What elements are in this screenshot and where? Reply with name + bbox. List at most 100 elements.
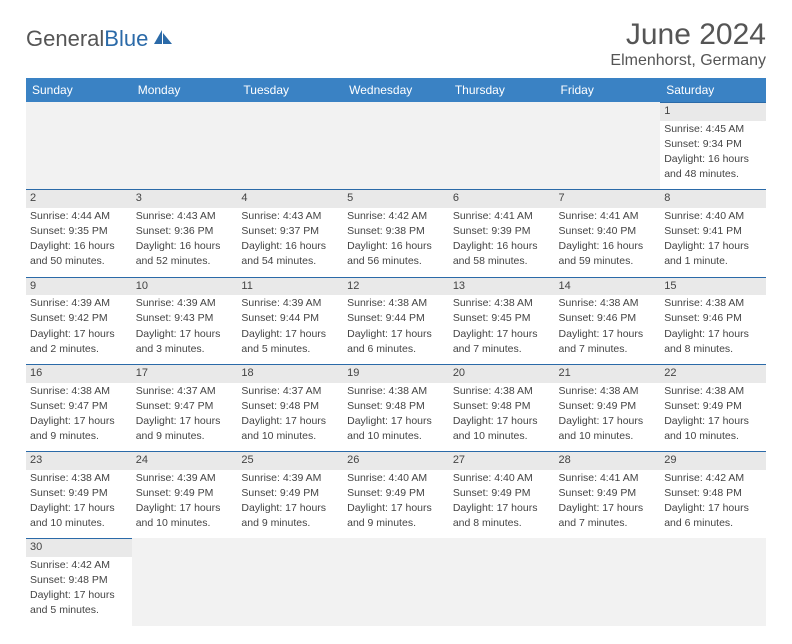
- day-info-line: Daylight: 17 hours: [30, 415, 128, 430]
- week-row: 30Sunrise: 4:42 AMSunset: 9:48 PMDayligh…: [26, 538, 766, 625]
- day-info-line: Sunset: 9:35 PM: [30, 225, 128, 240]
- day-cell: 1Sunrise: 4:45 AMSunset: 9:34 PMDaylight…: [660, 102, 766, 189]
- title-block: June 2024 Elmenhorst, Germany: [610, 18, 766, 70]
- day-info-line: Daylight: 17 hours: [241, 328, 339, 343]
- day-cell: 25Sunrise: 4:39 AMSunset: 9:49 PMDayligh…: [237, 451, 343, 538]
- day-info-line: Daylight: 16 hours: [241, 240, 339, 255]
- day-info-line: Sunset: 9:34 PM: [664, 138, 762, 153]
- day-number-blank: [343, 538, 449, 556]
- weekday-header: Monday: [132, 78, 238, 102]
- day-info-line: Sunrise: 4:38 AM: [30, 385, 128, 400]
- day-info-line: and 52 minutes.: [136, 255, 234, 270]
- day-info-line: Daylight: 16 hours: [30, 240, 128, 255]
- day-info-line: and 8 minutes.: [453, 517, 551, 532]
- day-info-line: Sunset: 9:42 PM: [30, 312, 128, 327]
- day-number: 5: [343, 190, 449, 208]
- day-number: 9: [26, 278, 132, 296]
- day-info-line: Daylight: 17 hours: [136, 415, 234, 430]
- day-cell: 6Sunrise: 4:41 AMSunset: 9:39 PMDaylight…: [449, 189, 555, 276]
- day-info-line: Sunset: 9:47 PM: [136, 400, 234, 415]
- day-number: 23: [26, 452, 132, 470]
- day-cell: [449, 538, 555, 625]
- day-info-line: and 56 minutes.: [347, 255, 445, 270]
- day-info-line: and 9 minutes.: [347, 517, 445, 532]
- brand-part2: Blue: [104, 26, 148, 52]
- day-info-line: Sunset: 9:36 PM: [136, 225, 234, 240]
- day-info-line: Sunrise: 4:38 AM: [30, 472, 128, 487]
- day-info-line: Sunrise: 4:43 AM: [241, 210, 339, 225]
- day-info-line: Sunrise: 4:42 AM: [347, 210, 445, 225]
- day-info-line: Sunrise: 4:39 AM: [30, 297, 128, 312]
- day-info-line: Sunrise: 4:40 AM: [453, 472, 551, 487]
- day-info-line: and 6 minutes.: [347, 343, 445, 358]
- day-info-line: Daylight: 17 hours: [30, 589, 128, 604]
- day-cell: [343, 102, 449, 189]
- day-number: 17: [132, 365, 238, 383]
- day-info-line: and 6 minutes.: [664, 517, 762, 532]
- day-info-line: Daylight: 17 hours: [30, 502, 128, 517]
- weekday-header: Tuesday: [237, 78, 343, 102]
- day-info-line: Sunset: 9:48 PM: [664, 487, 762, 502]
- day-cell: 26Sunrise: 4:40 AMSunset: 9:49 PMDayligh…: [343, 451, 449, 538]
- day-info-line: Sunset: 9:43 PM: [136, 312, 234, 327]
- day-info-line: Sunset: 9:48 PM: [453, 400, 551, 415]
- day-info-line: Daylight: 17 hours: [664, 240, 762, 255]
- day-info-line: Sunset: 9:48 PM: [347, 400, 445, 415]
- brand-part1: General: [26, 26, 104, 52]
- day-info-line: Daylight: 17 hours: [30, 328, 128, 343]
- day-info-line: Sunrise: 4:38 AM: [664, 385, 762, 400]
- day-cell: 3Sunrise: 4:43 AMSunset: 9:36 PMDaylight…: [132, 189, 238, 276]
- day-number: 13: [449, 278, 555, 296]
- day-info-line: Sunset: 9:49 PM: [30, 487, 128, 502]
- day-number: 29: [660, 452, 766, 470]
- day-number: 3: [132, 190, 238, 208]
- day-info-line: Sunset: 9:44 PM: [241, 312, 339, 327]
- day-cell: [237, 102, 343, 189]
- day-info-line: and 2 minutes.: [30, 343, 128, 358]
- day-info-line: Daylight: 17 hours: [559, 328, 657, 343]
- day-info-line: Sunrise: 4:40 AM: [664, 210, 762, 225]
- day-cell: 30Sunrise: 4:42 AMSunset: 9:48 PMDayligh…: [26, 538, 132, 625]
- day-cell: 16Sunrise: 4:38 AMSunset: 9:47 PMDayligh…: [26, 364, 132, 451]
- day-info-line: and 7 minutes.: [559, 343, 657, 358]
- day-number: 11: [237, 278, 343, 296]
- day-info-line: Sunrise: 4:38 AM: [559, 297, 657, 312]
- day-info-line: and 7 minutes.: [453, 343, 551, 358]
- day-info-line: Sunrise: 4:42 AM: [30, 559, 128, 574]
- day-number: 12: [343, 278, 449, 296]
- day-number: 18: [237, 365, 343, 383]
- day-info-line: Sunrise: 4:44 AM: [30, 210, 128, 225]
- title-month: June 2024: [610, 18, 766, 52]
- day-info-line: and 10 minutes.: [559, 430, 657, 445]
- day-cell: 15Sunrise: 4:38 AMSunset: 9:46 PMDayligh…: [660, 277, 766, 364]
- day-cell: 23 Sunrise: 4:38 AMSunset: 9:49 PMDayligh…: [26, 451, 132, 538]
- day-info-line: Daylight: 16 hours: [453, 240, 551, 255]
- day-info-line: Sunset: 9:49 PM: [241, 487, 339, 502]
- day-info-line: Daylight: 17 hours: [347, 415, 445, 430]
- day-number-blank: [132, 538, 238, 556]
- day-number-blank: [26, 102, 132, 120]
- day-number: 1: [660, 103, 766, 121]
- day-info-line: Daylight: 17 hours: [559, 415, 657, 430]
- day-info-line: Sunrise: 4:39 AM: [136, 297, 234, 312]
- day-info-line: Daylight: 17 hours: [347, 328, 445, 343]
- day-info-line: and 10 minutes.: [664, 430, 762, 445]
- day-info-line: Sunset: 9:49 PM: [453, 487, 551, 502]
- day-number: 24: [132, 452, 238, 470]
- day-cell: 12Sunrise: 4:38 AMSunset: 9:44 PMDayligh…: [343, 277, 449, 364]
- day-info-line: Sunrise: 4:37 AM: [136, 385, 234, 400]
- day-cell: 14Sunrise: 4:38 AMSunset: 9:46 PMDayligh…: [555, 277, 661, 364]
- day-number-blank: [449, 538, 555, 556]
- day-number-blank: [343, 102, 449, 120]
- day-info-line: Sunrise: 4:41 AM: [453, 210, 551, 225]
- day-info-line: Sunrise: 4:40 AM: [347, 472, 445, 487]
- day-cell: 24Sunrise: 4:39 AMSunset: 9:49 PMDayligh…: [132, 451, 238, 538]
- day-number: 10: [132, 278, 238, 296]
- weekday-header: Wednesday: [343, 78, 449, 102]
- day-info-line: Daylight: 17 hours: [664, 502, 762, 517]
- day-number: 27: [449, 452, 555, 470]
- day-info-line: and 8 minutes.: [664, 343, 762, 358]
- day-cell: 19Sunrise: 4:38 AMSunset: 9:48 PMDayligh…: [343, 364, 449, 451]
- day-cell: 11Sunrise: 4:39 AMSunset: 9:44 PMDayligh…: [237, 277, 343, 364]
- weekday-header: Sunday: [26, 78, 132, 102]
